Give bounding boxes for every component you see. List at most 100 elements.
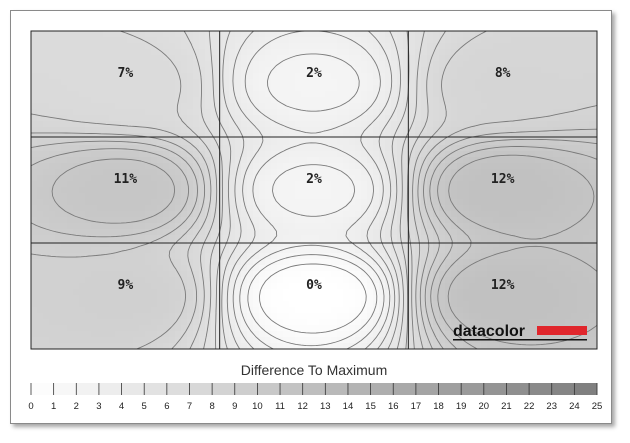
heat-cell [379, 301, 386, 308]
heat-cell [175, 235, 182, 242]
heat-cell [439, 295, 446, 302]
heat-cell [595, 121, 597, 128]
heat-cell [223, 319, 230, 326]
heat-cell [493, 157, 500, 164]
heat-cell [67, 97, 74, 104]
heat-cell [211, 229, 218, 236]
heat-cell [469, 103, 476, 110]
heat-cell [109, 97, 116, 104]
heat-cell [541, 91, 548, 98]
heat-cell [325, 217, 332, 224]
heat-cell [49, 61, 56, 68]
heat-cell [391, 223, 398, 230]
heat-cell [175, 121, 182, 128]
heat-cell [307, 193, 314, 200]
heat-cell [169, 115, 176, 122]
heat-cell [583, 109, 590, 116]
uniformity-heatmap: 7% 2% 8%11% 2% 12%9% 0% 12% datacolor Differen… [28, 30, 602, 412]
heat-cell [451, 73, 458, 80]
heat-cell [175, 109, 182, 116]
heat-cell [307, 61, 314, 68]
heat-cell [325, 121, 332, 128]
heat-cell [583, 319, 590, 326]
heat-cell [55, 181, 62, 188]
heat-cell [133, 115, 140, 122]
heat-cell [115, 277, 122, 284]
heat-cell [451, 211, 458, 218]
heat-cell [241, 103, 248, 110]
heat-cell [127, 103, 134, 110]
heat-cell [229, 247, 236, 254]
heat-cell [577, 277, 584, 284]
heat-cell [289, 73, 296, 80]
heat-cell [445, 265, 452, 272]
heat-cell [313, 61, 320, 68]
heat-cell [331, 85, 338, 92]
heat-cell [301, 205, 308, 212]
heat-cell [181, 79, 188, 86]
heat-cell [445, 73, 452, 80]
heat-cell [61, 85, 68, 92]
heat-cell [403, 301, 410, 308]
heat-cell [43, 283, 50, 290]
heat-cell [313, 109, 320, 116]
heat-cell [529, 91, 536, 98]
heat-cell [145, 295, 152, 302]
heat-cell [169, 205, 176, 212]
heat-cell [445, 307, 452, 314]
heat-cell [61, 121, 68, 128]
heat-cell [301, 67, 308, 74]
heat-cell [43, 115, 50, 122]
heat-cell [349, 325, 356, 332]
heat-cell [109, 55, 116, 62]
heat-cell [511, 331, 518, 338]
heat-cell [67, 115, 74, 122]
heat-cell [307, 277, 314, 284]
heat-cell [121, 271, 128, 278]
heat-cell [469, 145, 476, 152]
heat-cell [475, 295, 482, 302]
heat-cell [295, 85, 302, 92]
heat-cell [355, 331, 362, 338]
heat-cell [463, 115, 470, 122]
heat-cell [337, 319, 344, 326]
heat-cell [121, 157, 128, 164]
heat-cell [31, 265, 38, 272]
heat-cell [97, 97, 104, 104]
heat-cell [217, 85, 224, 92]
heat-cell [319, 259, 326, 266]
heat-cell [295, 325, 302, 332]
heat-cell [355, 157, 362, 164]
heat-cell [433, 109, 440, 116]
heat-cell [265, 121, 272, 128]
heat-cell [319, 55, 326, 62]
heat-cell [187, 55, 194, 62]
heat-cell [325, 67, 332, 74]
heat-cell [535, 319, 542, 326]
heat-cell [367, 229, 374, 236]
heat-cell [139, 289, 146, 296]
heat-cell [307, 295, 314, 302]
heat-cell [373, 319, 380, 326]
heat-cell [145, 31, 152, 38]
heat-cell [421, 175, 428, 182]
heat-cell [529, 325, 536, 332]
heat-cell [271, 127, 278, 134]
heat-cell [295, 205, 302, 212]
heat-cell [511, 259, 518, 266]
heat-cell [457, 151, 464, 158]
heat-cell [193, 43, 200, 50]
heat-cell [247, 151, 254, 158]
heat-cell [331, 271, 338, 278]
heat-cell [109, 181, 116, 188]
heat-cell [283, 43, 290, 50]
heat-cell [493, 55, 500, 62]
heat-cell [379, 265, 386, 272]
heat-cell [469, 217, 476, 224]
heat-cell [499, 109, 506, 116]
heat-cell [433, 223, 440, 230]
heat-cell [529, 181, 536, 188]
heat-cell [415, 157, 422, 164]
heat-cell [265, 49, 272, 56]
heat-cell [355, 31, 362, 38]
